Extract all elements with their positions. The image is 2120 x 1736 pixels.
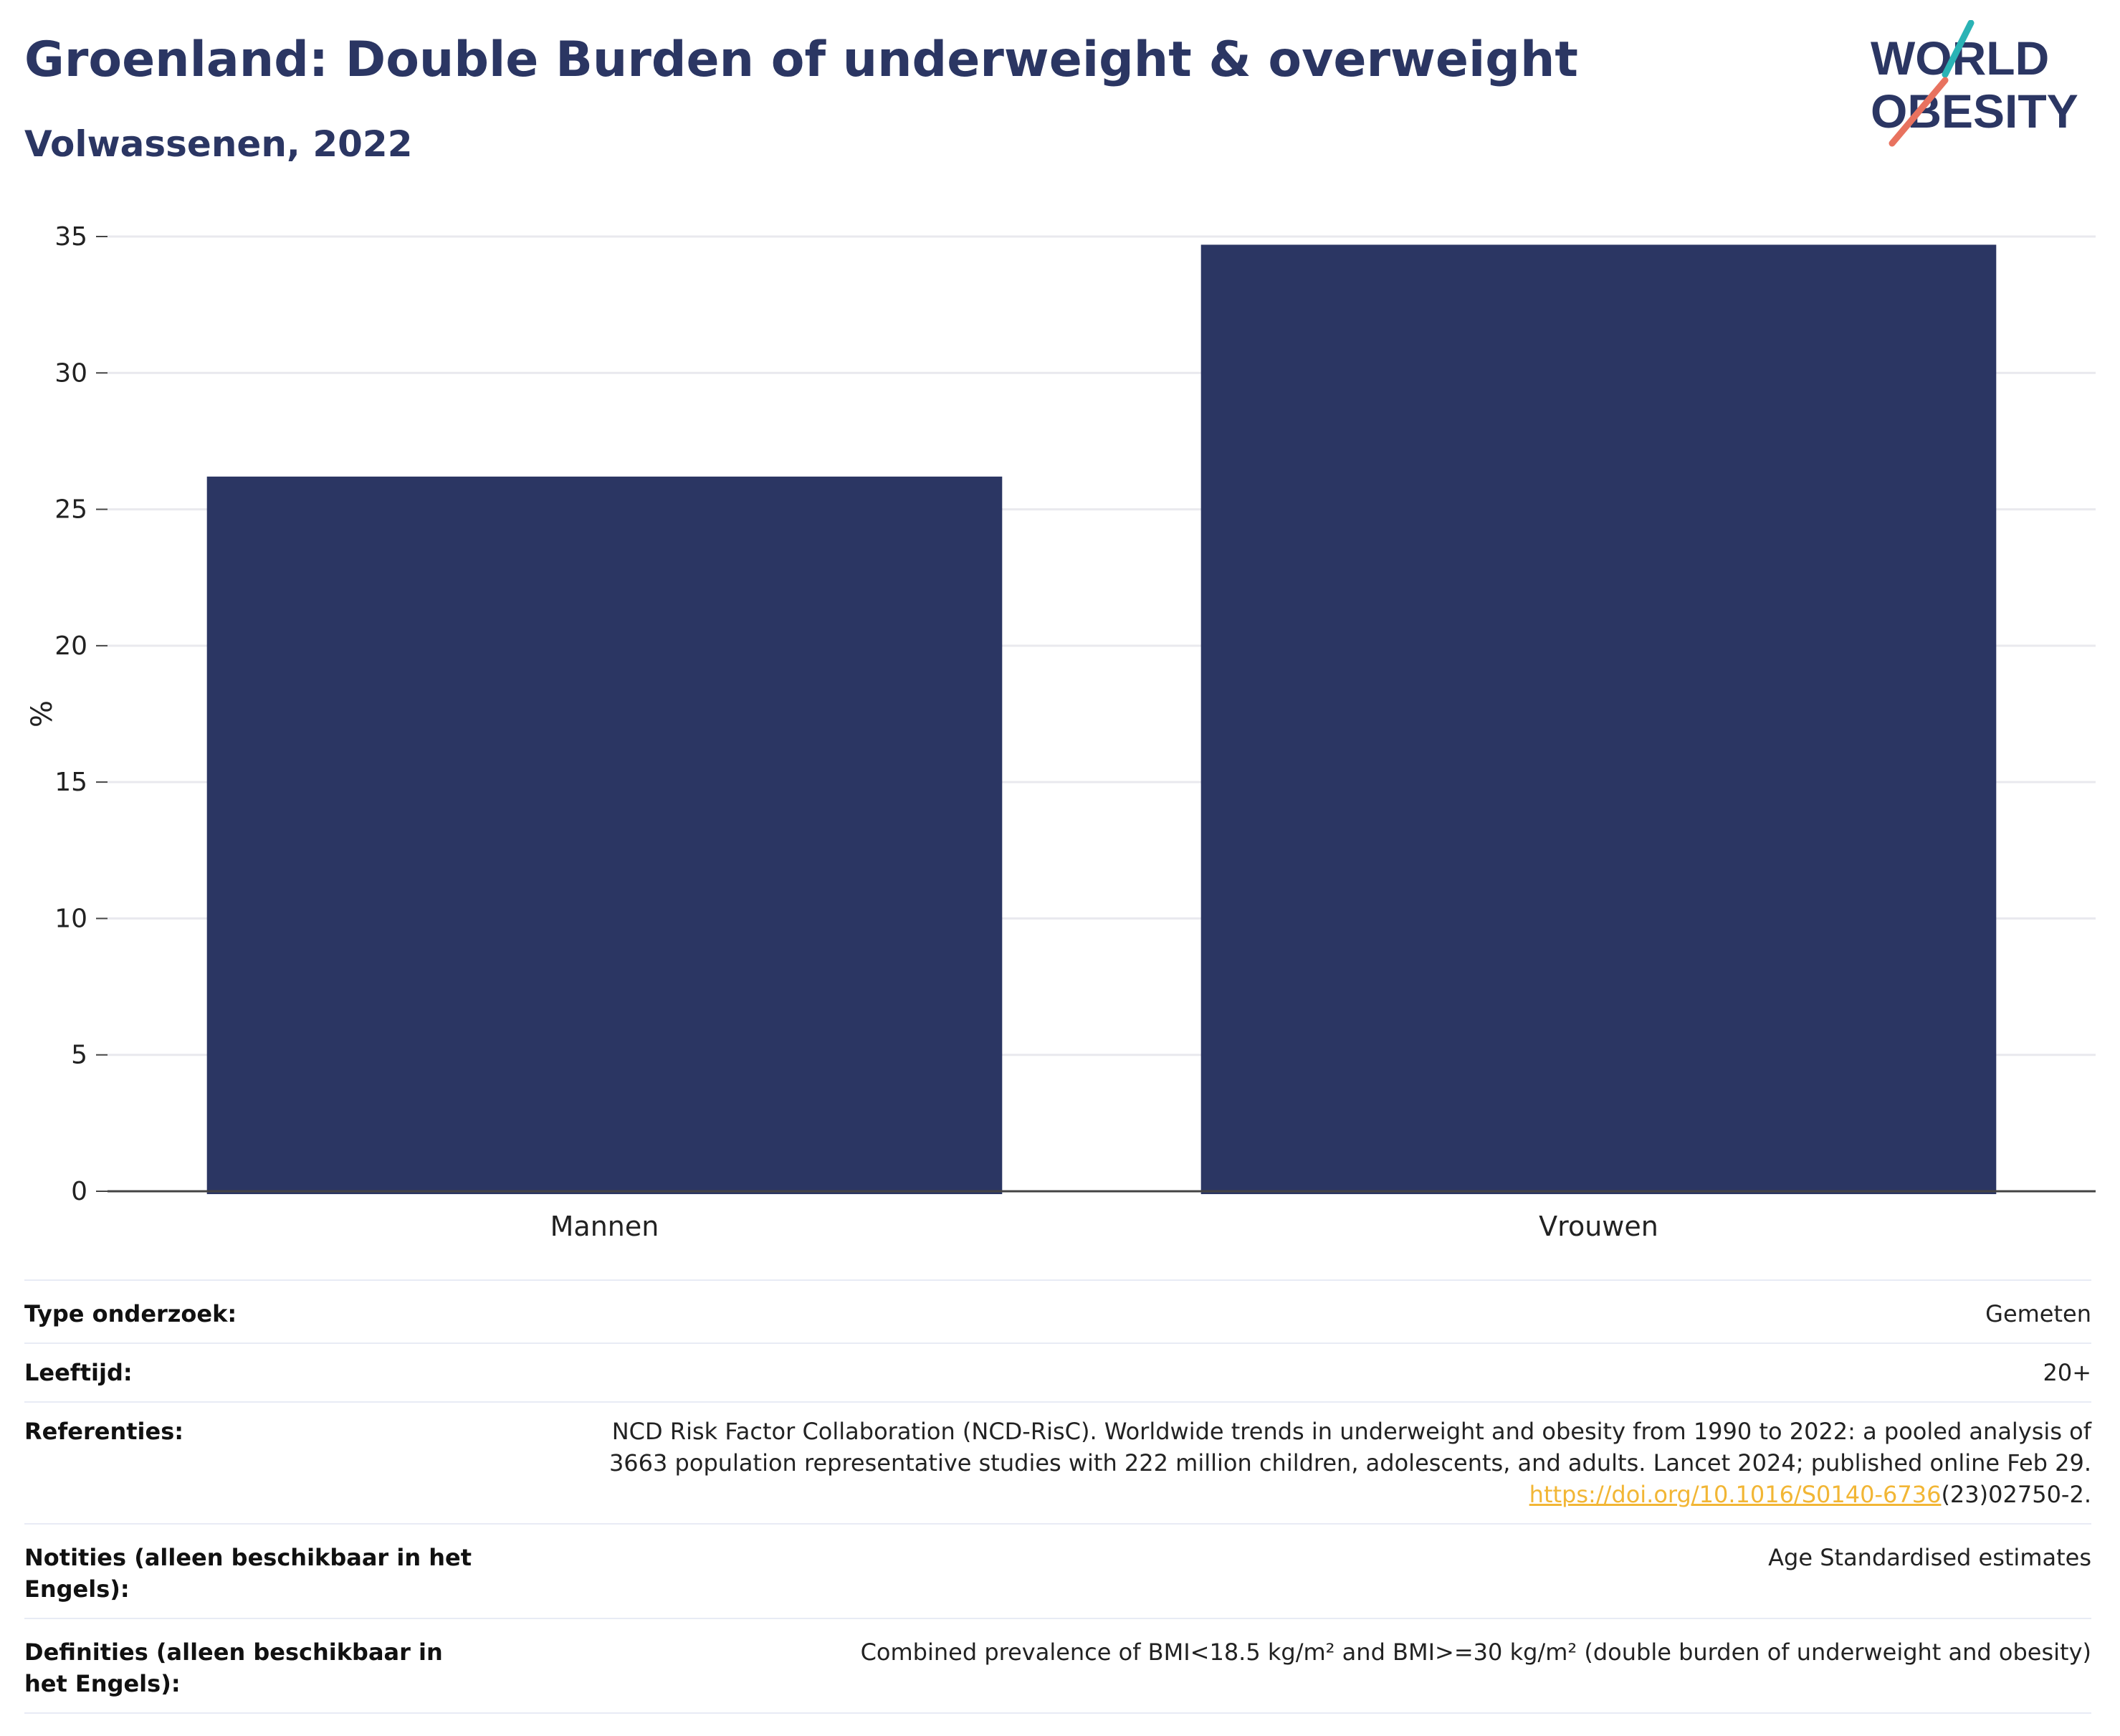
reference-line-1: NCD Risk Factor Collaboration (NCD-RisC)… xyxy=(611,1418,2091,1445)
meta-row-type: Type onderzoek: Gemeten xyxy=(24,1279,2091,1342)
bar-mannen xyxy=(206,476,1003,1194)
meta-label: Leeftijd: xyxy=(24,1359,133,1386)
y-tick-label: 0 xyxy=(71,1177,87,1206)
meta-label: Type onderzoek: xyxy=(24,1300,237,1327)
bar-chart: 0 5 10 15 20 25 30 35% Mannen Vrouwen xyxy=(26,222,2096,1242)
y-tick-label: 15 xyxy=(54,768,87,797)
meta-row-references: Referenties: NCD Risk Factor Collaborati… xyxy=(24,1401,2091,1523)
meta-value: NCD Risk Factor Collaboration (NCD-RisC)… xyxy=(483,1416,2091,1510)
meta-value: 20+ xyxy=(2043,1359,2091,1386)
y-axis-label: % xyxy=(26,700,59,728)
chart-title: Groenland: Double Burden of underweight … xyxy=(24,32,1578,88)
meta-row-definitions: Definities (alleen beschikbaar in het En… xyxy=(24,1618,2091,1714)
reference-tail: (23)02750-2. xyxy=(1941,1481,2091,1508)
reference-line-3: https://doi.org/10.1016/S0140-6736(23)02… xyxy=(483,1479,2091,1510)
y-tick-label: 20 xyxy=(54,631,87,661)
meta-value: Age Standardised estimates xyxy=(1768,1544,2091,1571)
meta-label: Notities (alleen beschikbaar in het Enge… xyxy=(24,1544,472,1603)
y-tick-label: 5 xyxy=(71,1041,87,1070)
y-tick-label: 10 xyxy=(54,904,87,933)
logo-slash-teal xyxy=(1942,20,1975,78)
y-tick-label: 35 xyxy=(54,222,87,252)
meta-value: Combined prevalence of BMI<18.5 kg/m² an… xyxy=(860,1639,2091,1666)
logo-slash-coral xyxy=(1889,77,1949,147)
x-tick-label: Mannen xyxy=(550,1211,659,1242)
chart-subtitle: Volwassenen, 2022 xyxy=(24,123,413,165)
meta-row-age: Leeftijd: 20+ xyxy=(24,1342,2091,1401)
x-tick-label: Vrouwen xyxy=(1539,1211,1658,1242)
y-tick-label: 25 xyxy=(54,495,87,525)
meta-label: Referenties: xyxy=(24,1418,184,1445)
y-tick-label: 30 xyxy=(54,358,87,388)
doi-link[interactable]: https://doi.org/10.1016/S0140-6736 xyxy=(1529,1481,1942,1508)
metadata-table: Type onderzoek: Gemeten Leeftijd: 20+ Re… xyxy=(24,1279,2091,1714)
meta-label: Definities (alleen beschikbaar in het En… xyxy=(24,1639,443,1697)
bar-vrouwen xyxy=(1200,244,1997,1195)
reference-line-2: 3663 population representative studies w… xyxy=(608,1449,2091,1477)
world-obesity-logo: WORLD OBESITY xyxy=(1871,20,2078,147)
meta-row-notes: Notities (alleen beschikbaar in het Enge… xyxy=(24,1523,2091,1618)
meta-value: Gemeten xyxy=(1985,1300,2091,1327)
